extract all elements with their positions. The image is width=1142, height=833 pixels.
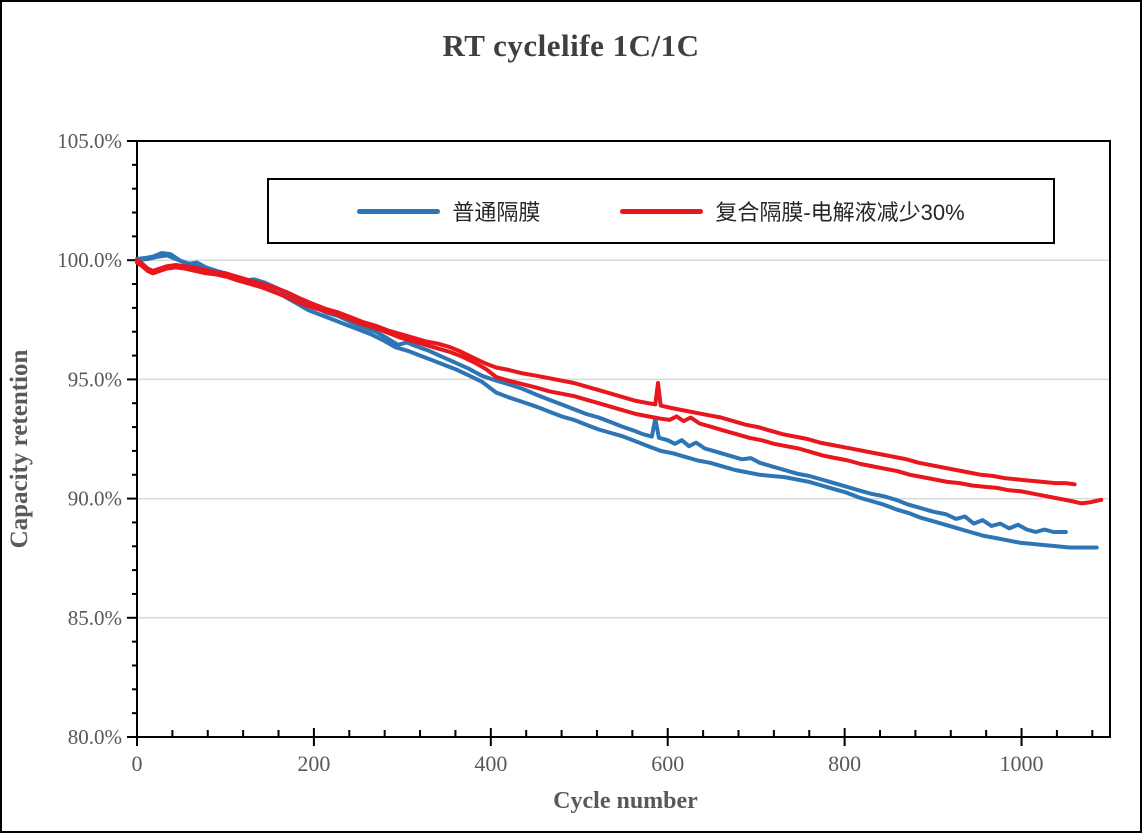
chart-title: RT cyclelife 1C/1C: [442, 28, 700, 63]
x-tick-label-1000: 1000: [1000, 751, 1044, 776]
series-line-composite-separator-b[interactable]: [135, 260, 1104, 506]
y-tick-label-100: 100.0%: [57, 248, 122, 272]
legend-line-red-icon: [620, 208, 704, 214]
y-tick-label-95: 95.0%: [68, 367, 122, 391]
series-line-composite-separator-a[interactable]: [135, 258, 1077, 487]
legend-label-composite-separator: 复合隔膜-电解液减少30%: [715, 200, 965, 225]
y-tick-label-80: 80.0%: [68, 725, 122, 749]
x-tick-label-400: 400: [474, 751, 507, 776]
x-tick-label-800: 800: [828, 751, 861, 776]
legend-line-blue-icon: [357, 208, 441, 214]
x-tick-label-200: 200: [297, 751, 330, 776]
x-axis-title: Cycle number: [553, 788, 698, 814]
y-tick-label-105: 105.0%: [57, 129, 122, 153]
legend-label-ordinary-separator: 普通隔膜: [452, 200, 541, 225]
series-line-ordinary-separator-b[interactable]: [135, 253, 1099, 550]
legend-item-ordinary-separator: 普通隔膜: [357, 195, 540, 227]
y-tick-label-85: 85.0%: [68, 606, 122, 630]
y-tick-label-90: 90.0%: [68, 487, 122, 511]
x-tick-label-600: 600: [651, 751, 684, 776]
legend-item-composite-separator: 复合隔膜-电解液减少30%: [620, 195, 965, 227]
legend: 普通隔膜 复合隔膜-电解液减少30%: [267, 178, 1055, 244]
plot-border: [136, 140, 1111, 738]
y-axis-title: Capacity retention: [6, 349, 33, 549]
x-tick-label-0: 0: [132, 751, 143, 776]
